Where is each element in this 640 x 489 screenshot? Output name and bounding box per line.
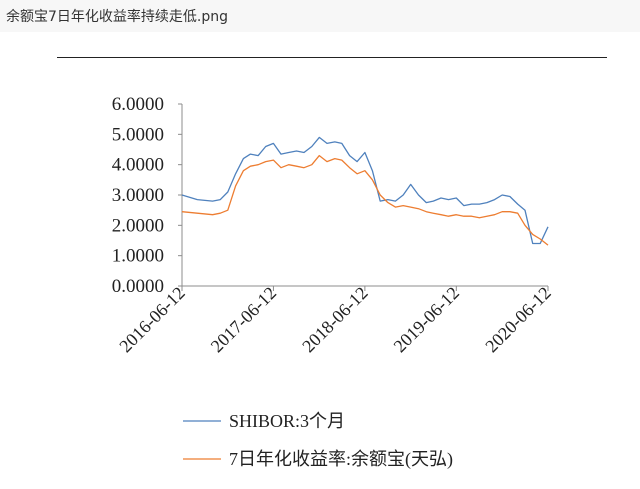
series-line-1 — [181, 154, 549, 246]
top-rule — [57, 57, 607, 58]
legend-label-0: SHIBOR:3个月 — [229, 411, 345, 431]
y-tick-label: 0.0000 — [112, 276, 164, 297]
x-tick-label: 2019-06-12 — [390, 283, 464, 357]
y-tick-label: 4.0000 — [112, 155, 164, 176]
y-tick-label: 3.0000 — [112, 185, 164, 206]
y-tick-label: 5.0000 — [112, 124, 164, 145]
y-tick-labels: 0.0000 1.0000 2.0000 3.0000 4.0000 5.0000 6.00… — [112, 94, 164, 297]
y-tick-label: 6.0000 — [112, 94, 164, 115]
image-filename: 余额宝7日年化收益率持续走低.png — [6, 9, 229, 25]
image-title-bar: 余额宝7日年化收益率持续走低.png — [0, 0, 640, 32]
x-tick-label: 2020-06-12 — [481, 283, 555, 357]
series-line-0 — [181, 136, 549, 245]
x-tick-label: 2018-06-12 — [298, 283, 372, 357]
y-tick-label: 1.0000 — [112, 246, 164, 267]
x-tick-labels: 2016-06-12 2017-06-12 2018-06-12 2019-06-12… — [115, 283, 555, 357]
chart-axes — [178, 103, 549, 291]
chart-legend: SHIBOR:3个月 7日年化收益率:余额宝(天弘) — [183, 411, 453, 470]
x-tick-label: 2017-06-12 — [207, 283, 281, 357]
legend-label-1: 7日年化收益率:余额宝(天弘) — [229, 449, 453, 470]
chart-series — [181, 136, 549, 246]
y-tick-label: 2.0000 — [112, 215, 164, 236]
